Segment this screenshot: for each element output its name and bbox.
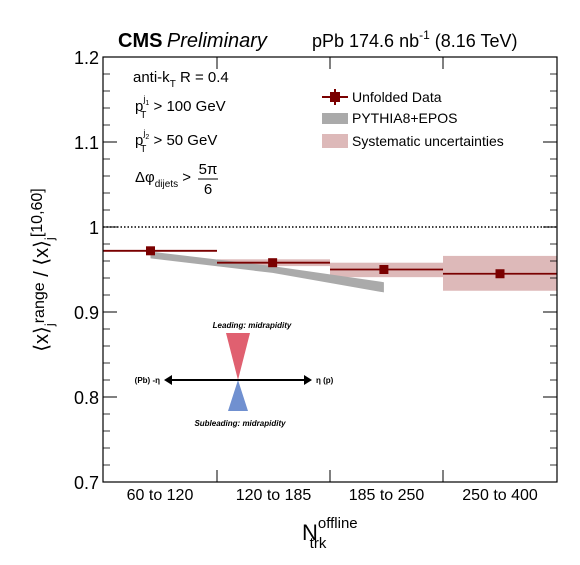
inset-leading-caption: Leading: midrapidity <box>213 321 292 330</box>
x-category-label: 250 to 400 <box>462 487 538 504</box>
legend-pythia-swatch <box>322 113 348 124</box>
data-points <box>103 246 557 279</box>
rapidity-inset: Leading: midrapidity (Pb) -η η (p) Suble… <box>135 321 334 428</box>
legend-data-label: Unfolded Data <box>352 89 442 105</box>
y-tick-label: 0.9 <box>74 303 99 323</box>
y-tick-label: 1.1 <box>74 133 99 153</box>
legend-systematic-swatch <box>322 134 348 148</box>
pythia-band <box>150 251 384 293</box>
y-axis-ticks: 0.7 0.8 0.9 1 1.1 1.2 <box>74 48 557 493</box>
data-point <box>268 258 278 268</box>
x-axis-ticks: 60 to 120 120 to 185 185 to 250 250 to 400 <box>127 57 538 504</box>
inset-leading-cone <box>226 333 250 380</box>
legend-systematic-label: Systematic uncertainties <box>352 133 504 149</box>
legend-entry-data: Unfolded Data <box>322 89 442 105</box>
y-tick-label: 1.2 <box>74 48 99 68</box>
inset-right-label: η (p) <box>316 376 334 385</box>
legend-data-marker <box>330 92 340 102</box>
inset-right-arrow-icon <box>304 375 312 385</box>
pythia-band-shape <box>150 251 384 293</box>
inset-subleading-caption: Subleading: midrapidity <box>194 419 286 428</box>
x-category-label: 60 to 120 <box>127 487 194 504</box>
header-dataset: pPb 174.6 nb-1 (8.16 TeV) <box>312 28 518 51</box>
legend-entry-systematic: Systematic uncertainties <box>322 133 504 149</box>
y-axis-label: ⟨x⟩jrange / ⟨x⟩j[10,60] <box>29 188 57 352</box>
annotation-dphi-numerator: 5π <box>199 161 218 178</box>
legend: Unfolded Data PYTHIA8+EPOS Systematic un… <box>322 89 504 149</box>
x-category-label: 185 to 250 <box>349 487 425 504</box>
legend-entry-pythia: PYTHIA8+EPOS <box>322 110 457 126</box>
data-point <box>379 265 389 274</box>
inset-left-label: (Pb) -η <box>135 376 160 385</box>
data-point <box>146 246 155 256</box>
header-experiment: CMS Preliminary <box>118 30 268 52</box>
x-axis-label: Noffline trk <box>302 515 358 552</box>
annotation-lead-pt: pj1 T > 100 GeV <box>135 94 226 121</box>
y-tick-label: 0.7 <box>74 473 99 493</box>
annotation-dphi: Δφdijets > <box>135 169 191 190</box>
y-tick-label: 1 <box>89 218 99 238</box>
x-category-label: 120 to 185 <box>236 487 312 504</box>
annotation-sublead-pt: pj2 T > 50 GeV <box>135 128 217 155</box>
data-point <box>495 269 505 279</box>
annotation-jet-algo: anti-kT R = 0.4 <box>133 69 229 90</box>
annotation-dphi-denominator: 6 <box>204 181 212 198</box>
y-tick-label: 0.8 <box>74 388 99 408</box>
inset-subleading-cone <box>228 380 248 411</box>
legend-pythia-label: PYTHIA8+EPOS <box>352 110 457 126</box>
inset-left-arrow-icon <box>164 375 172 385</box>
